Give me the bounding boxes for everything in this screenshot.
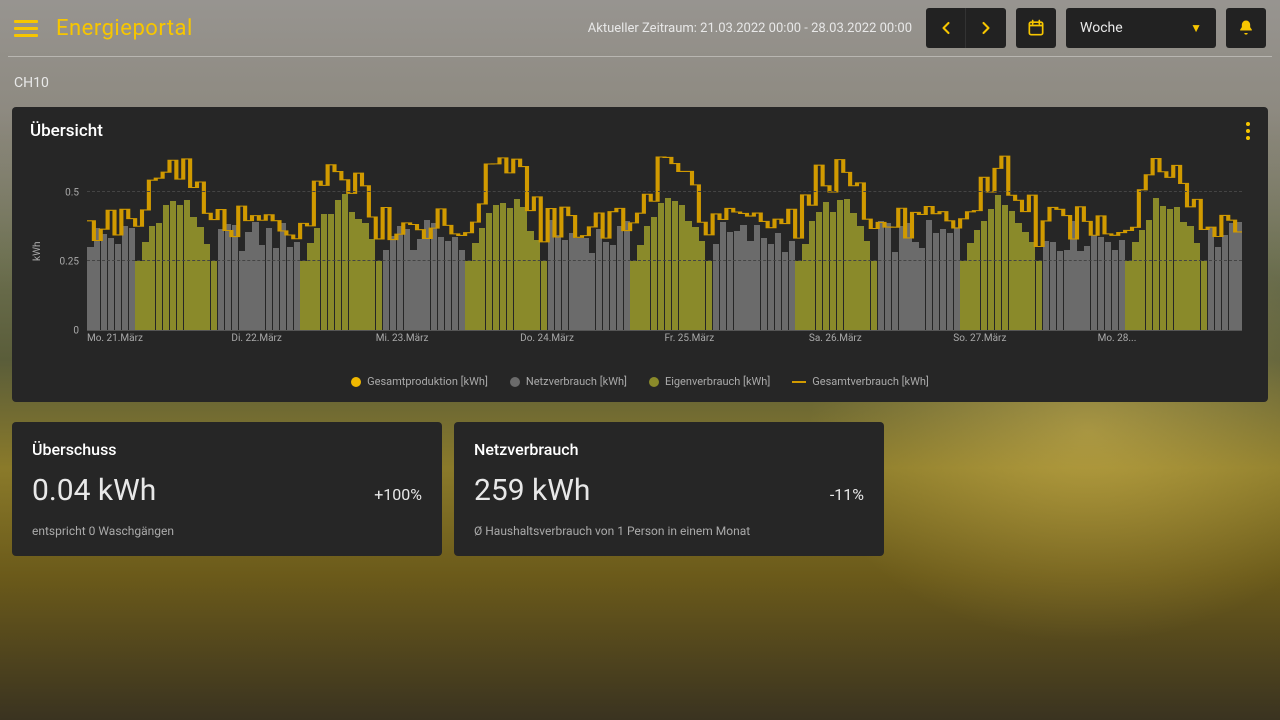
stat-card: Netzverbrauch 259 kWh -11% Ø Haushaltsverbr… xyxy=(454,422,884,556)
chart-ylabel: kWh xyxy=(30,151,45,351)
calendar-button[interactable] xyxy=(1016,8,1056,48)
period-select[interactable]: Woche ▼ xyxy=(1066,8,1216,48)
stat-sub: Ø Haushaltsverbrauch von 1 Person in ein… xyxy=(474,524,864,538)
stat-sub: entspricht 0 Waschgängen xyxy=(32,524,422,538)
period-select-label: Woche xyxy=(1080,20,1123,36)
menu-icon[interactable] xyxy=(14,12,46,44)
stats-row: Überschuss 0.04 kWh +100% entspricht 0 Wasc… xyxy=(12,422,1268,556)
chevron-down-icon: ▼ xyxy=(1190,21,1202,35)
stat-pct: -11% xyxy=(830,485,864,504)
more-icon[interactable] xyxy=(1246,122,1250,140)
stat-title: Überschuss xyxy=(32,440,422,459)
period-nav xyxy=(926,8,1006,48)
overview-title: Übersicht xyxy=(30,121,103,141)
app-title: Energieportal xyxy=(56,16,193,41)
stat-value: 259 kWh xyxy=(474,473,590,508)
stat-title: Netzverbrauch xyxy=(474,440,864,459)
channel-label: CH10 xyxy=(0,57,1280,99)
header: Energieportal Aktueller Zeitraum: 21.03.… xyxy=(0,0,1280,56)
stat-value: 0.04 kWh xyxy=(32,473,156,508)
stat-card: Überschuss 0.04 kWh +100% entspricht 0 Wasc… xyxy=(12,422,442,556)
overview-chart: kWh 00.250.5 Mo. 21.MärzDi. 22.MärzMi. 2… xyxy=(30,151,1250,351)
chart-legend: Gesamtproduktion [kWh]Netzverbrauch [kWh… xyxy=(30,375,1250,388)
timerange-label: Aktueller Zeitraum: 21.03.2022 00:00 - 2… xyxy=(588,21,912,36)
prev-button[interactable] xyxy=(926,8,966,48)
overview-card: Übersicht kWh 00.250.5 Mo. 21.MärzDi. 22… xyxy=(12,107,1268,402)
stat-pct: +100% xyxy=(374,485,422,504)
notifications-button[interactable] xyxy=(1226,8,1266,48)
next-button[interactable] xyxy=(966,8,1006,48)
